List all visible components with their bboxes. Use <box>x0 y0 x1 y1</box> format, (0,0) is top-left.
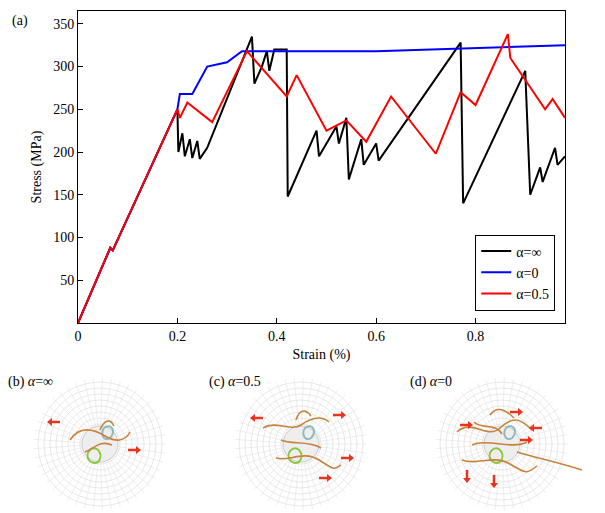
svg-text:100: 100 <box>53 230 74 245</box>
svg-text:0.2: 0.2 <box>169 329 187 344</box>
svg-text:(b) α=∞: (b) α=∞ <box>8 374 53 390</box>
svg-text:250: 250 <box>53 102 74 117</box>
svg-text:α=0: α=0 <box>516 266 538 281</box>
svg-text:300: 300 <box>53 59 74 74</box>
svg-text:(c) α=0.5: (c) α=0.5 <box>209 374 261 390</box>
svg-text:200: 200 <box>53 145 74 160</box>
svg-text:(a): (a) <box>12 13 28 29</box>
svg-text:α=0.5: α=0.5 <box>516 287 549 302</box>
svg-text:Strain (%): Strain (%) <box>293 347 351 363</box>
svg-text:0: 0 <box>75 329 82 344</box>
svg-text:(d) α=0: (d) α=0 <box>410 374 452 390</box>
svg-text:Stress (MPa): Stress (MPa) <box>29 130 45 203</box>
svg-text:0.6: 0.6 <box>367 329 385 344</box>
svg-text:150: 150 <box>53 188 74 203</box>
svg-text:α=∞: α=∞ <box>516 245 541 260</box>
svg-text:50: 50 <box>60 273 74 288</box>
svg-text:0.8: 0.8 <box>467 329 485 344</box>
svg-text:0.4: 0.4 <box>268 329 286 344</box>
svg-text:350: 350 <box>53 17 74 32</box>
